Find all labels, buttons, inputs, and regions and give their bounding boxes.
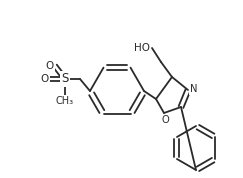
Text: S: S <box>61 72 69 85</box>
Text: N: N <box>190 84 198 94</box>
Text: CH₃: CH₃ <box>56 96 74 106</box>
Text: O: O <box>46 61 54 71</box>
Text: HO: HO <box>134 43 150 53</box>
Text: O: O <box>161 115 169 125</box>
Text: O: O <box>41 74 49 84</box>
